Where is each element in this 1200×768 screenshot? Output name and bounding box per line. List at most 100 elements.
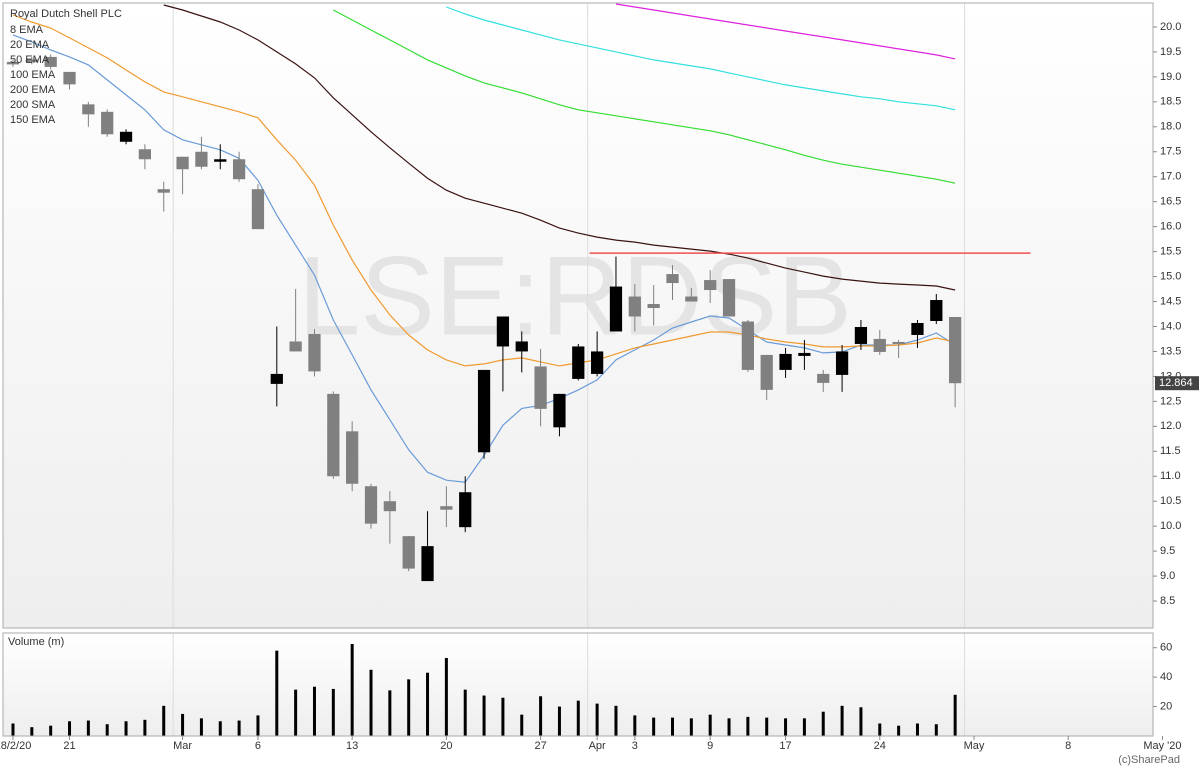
candle-body xyxy=(101,111,114,135)
x-tick-label: 27 xyxy=(534,740,546,752)
volume-title: Volume (m) xyxy=(8,636,64,648)
volume-bar xyxy=(482,695,486,736)
candle-body xyxy=(553,393,566,428)
candle-body xyxy=(666,274,679,284)
candle-body xyxy=(383,501,396,512)
volume-bar xyxy=(181,713,185,736)
volume-bar xyxy=(802,718,806,736)
candle-body xyxy=(911,322,924,335)
moving-average-line xyxy=(615,3,956,60)
volume-bar xyxy=(915,723,919,736)
volume-bar xyxy=(840,705,844,736)
y-tick-label: 12.0 xyxy=(1160,420,1181,432)
volume-bar xyxy=(746,716,750,736)
y-tick-label: 8.5 xyxy=(1160,595,1175,607)
volume-bar xyxy=(595,703,599,736)
candle-body xyxy=(515,341,528,352)
candle-body xyxy=(628,296,641,317)
candle-body xyxy=(44,56,57,67)
moving-average-line xyxy=(333,9,956,184)
candle-body xyxy=(176,156,189,170)
x-tick-label: May xyxy=(964,740,985,752)
candle-body xyxy=(534,366,547,409)
volume-bar xyxy=(143,719,147,736)
candle-body xyxy=(327,393,340,477)
volume-bar xyxy=(576,700,580,736)
candle-body xyxy=(854,326,868,344)
x-tick-label: 8 xyxy=(1065,740,1071,752)
candle-body xyxy=(25,59,38,62)
y-tick-label: 17.5 xyxy=(1160,146,1181,158)
volume-bar xyxy=(784,718,788,736)
legend-entry: 50 EMA xyxy=(10,54,50,66)
volume-bar xyxy=(897,725,901,736)
candle-body xyxy=(459,492,472,528)
y-tick-label: 11.5 xyxy=(1160,445,1181,457)
x-tick-label: May '20 xyxy=(1143,740,1181,752)
volume-bar xyxy=(30,727,34,736)
x-tick-label: Apr xyxy=(589,740,606,752)
candle-body xyxy=(798,352,811,356)
volume-bar xyxy=(218,721,222,736)
last-price-label: 12.864 xyxy=(1159,377,1193,389)
candle-body xyxy=(949,316,962,384)
candle-body xyxy=(289,341,302,352)
y-tick-label: 9.5 xyxy=(1160,545,1175,557)
candle-body xyxy=(157,189,170,193)
volume-bar xyxy=(237,720,241,736)
candle-body xyxy=(364,486,378,524)
price-plot xyxy=(6,3,1031,628)
x-tick-label: 6 xyxy=(255,740,261,752)
volume-bar xyxy=(934,724,938,736)
volume-bar xyxy=(614,705,618,736)
candle-body xyxy=(195,151,208,167)
volume-bar xyxy=(463,689,467,736)
volume-bar xyxy=(86,720,90,736)
y-tick-label: 9.0 xyxy=(1160,570,1175,582)
volume-bar xyxy=(633,715,637,736)
price-frame xyxy=(2,2,1154,629)
candle-body xyxy=(440,506,453,510)
candle-body xyxy=(214,159,227,162)
candle-body xyxy=(6,61,20,65)
volume-bar xyxy=(350,644,354,736)
volume-bar xyxy=(689,718,693,736)
candle-body xyxy=(572,346,585,379)
chart-title: Royal Dutch Shell PLC xyxy=(10,8,122,20)
volume-bar xyxy=(407,679,411,736)
candle-body xyxy=(817,373,830,383)
volume-bar xyxy=(859,707,863,736)
candle-body xyxy=(873,338,886,352)
candle-body xyxy=(609,286,623,332)
candle-body xyxy=(421,546,434,582)
volume-bar xyxy=(162,705,166,736)
y-tick-label: 16.5 xyxy=(1160,196,1181,208)
volume-bar xyxy=(520,714,524,736)
candle-body xyxy=(591,351,604,374)
candle-body xyxy=(63,71,76,85)
y-tick-label: 12.5 xyxy=(1160,395,1181,407)
y-tick-label: 18.5 xyxy=(1160,96,1181,108)
x-tick-label: 13 xyxy=(346,740,358,752)
volume-bar xyxy=(369,669,373,736)
copyright: (c)SharePad xyxy=(1118,754,1180,766)
y-tick-label: 16.0 xyxy=(1160,221,1181,233)
x-tick-label: 3 xyxy=(632,740,638,752)
candle-body xyxy=(741,321,754,370)
candle-body xyxy=(251,189,265,230)
candle-body xyxy=(685,296,698,302)
candle-body xyxy=(496,316,510,347)
volume-bar xyxy=(105,724,109,736)
x-tick-label: 20 xyxy=(440,740,452,752)
volume-bar xyxy=(727,718,731,736)
candle-body xyxy=(892,341,905,344)
x-tick-label: 18/2/20 xyxy=(0,740,31,752)
y-tick-label: 20.0 xyxy=(1160,21,1181,33)
volume-bar xyxy=(256,715,260,736)
volume-plot xyxy=(11,633,966,736)
legend-entry: 100 EMA xyxy=(10,69,56,81)
y-tick-label: 15.5 xyxy=(1160,246,1181,258)
volume-frame xyxy=(2,632,1154,737)
moving-average-line xyxy=(163,4,956,291)
